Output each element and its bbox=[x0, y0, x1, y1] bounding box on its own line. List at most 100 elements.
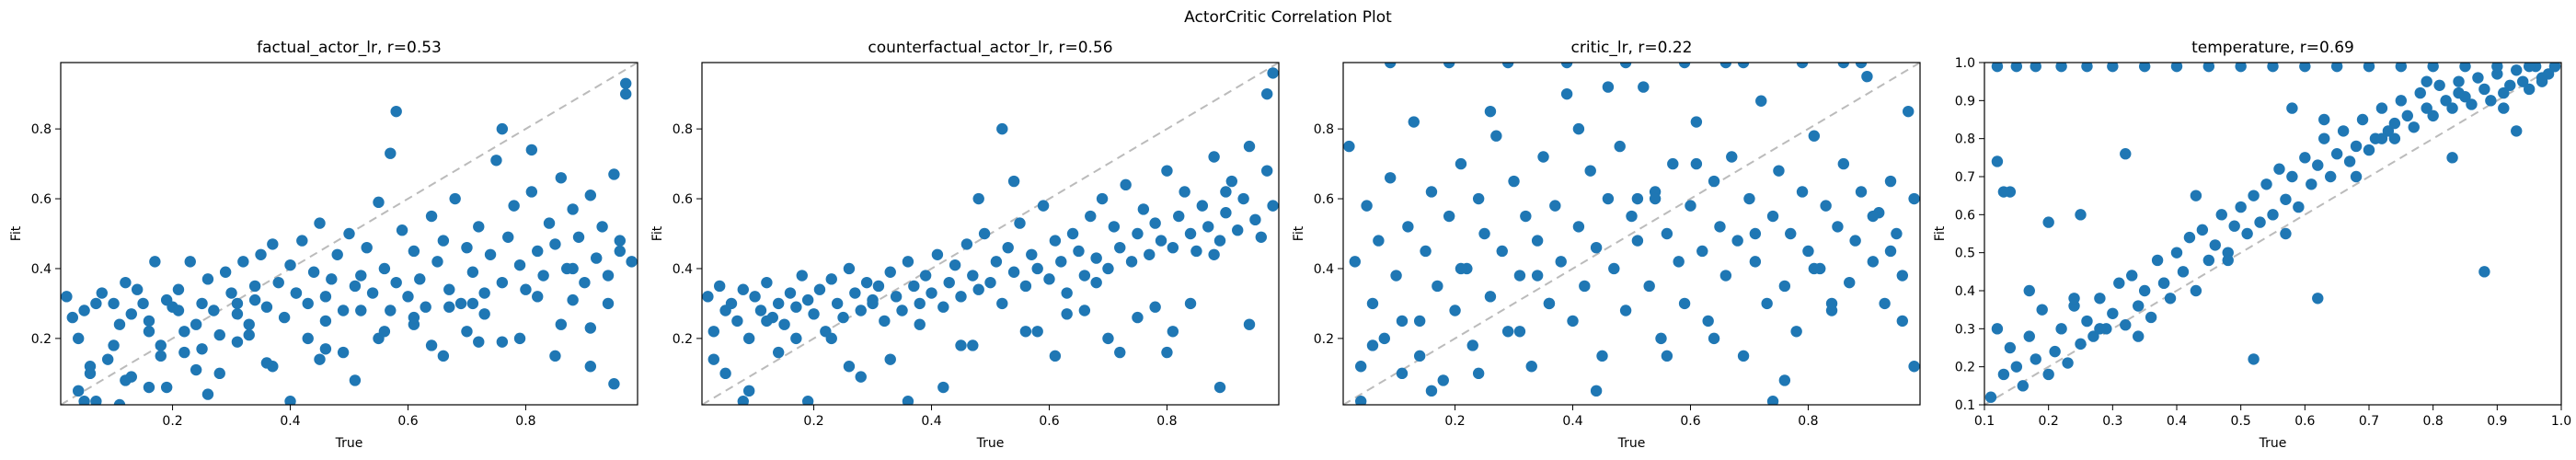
scatter-point bbox=[931, 248, 944, 260]
scatter-point bbox=[1455, 157, 1467, 170]
scatter-point bbox=[160, 381, 173, 394]
scatter-point bbox=[478, 287, 490, 299]
x-tick-label: 0.8 bbox=[2423, 414, 2444, 429]
axes-frame bbox=[701, 62, 1280, 406]
scatter-point bbox=[473, 336, 485, 348]
x-tick-label: 0.4 bbox=[280, 414, 300, 429]
scatter-point bbox=[2453, 75, 2465, 87]
scatter-point bbox=[1026, 248, 1038, 260]
x-axis-label: True bbox=[335, 436, 363, 451]
x-tick-label: 0.8 bbox=[515, 414, 535, 429]
scatter-point bbox=[1984, 391, 1997, 403]
scatter-point bbox=[1267, 200, 1279, 212]
scatter-point bbox=[2209, 239, 2221, 251]
scatter-point bbox=[2215, 209, 2227, 221]
scatter-point bbox=[1078, 305, 1091, 316]
scatter-point bbox=[1749, 227, 1762, 240]
scatter-point bbox=[2382, 125, 2395, 137]
scatter-point bbox=[707, 326, 719, 338]
scatter-point bbox=[2241, 227, 2253, 240]
scatter-point bbox=[243, 318, 255, 330]
scatter-point bbox=[2023, 330, 2035, 342]
scatter-point bbox=[1667, 157, 1679, 170]
scatter-point bbox=[461, 241, 473, 254]
scatter-point bbox=[2030, 353, 2041, 365]
scatter-point bbox=[137, 297, 149, 310]
scatter-point bbox=[702, 291, 714, 303]
scatter-point bbox=[1997, 368, 2010, 381]
scatter-point bbox=[1184, 227, 1197, 240]
scatter-point bbox=[1208, 248, 1220, 260]
scatter-point bbox=[1773, 165, 1785, 177]
scatter-point bbox=[1631, 192, 1644, 205]
scatter-point bbox=[155, 339, 167, 351]
scatter-point bbox=[2183, 231, 2196, 244]
x-tick-label: 0.9 bbox=[2487, 414, 2507, 429]
scatter-point bbox=[1037, 200, 1050, 212]
scatter-point bbox=[1090, 252, 1102, 264]
scatter-point bbox=[1420, 245, 1432, 258]
scatter-point bbox=[449, 192, 461, 205]
scatter-point bbox=[1560, 63, 1573, 69]
scatter-point bbox=[902, 396, 914, 405]
scatter-point bbox=[120, 276, 132, 289]
scatter-point bbox=[1567, 315, 1579, 328]
scatter-point bbox=[2055, 323, 2067, 335]
y-tick-label: 0.2 bbox=[1955, 361, 1975, 375]
scatter-point bbox=[1560, 87, 1573, 100]
scatter-point bbox=[1261, 87, 1273, 100]
scatter-point bbox=[496, 276, 509, 289]
scatter-point bbox=[2049, 345, 2061, 358]
scatter-point bbox=[2375, 132, 2388, 144]
scatter-point bbox=[572, 231, 585, 243]
scatter-point bbox=[1378, 332, 1390, 345]
scatter-point bbox=[319, 291, 332, 303]
scatter-point bbox=[1343, 140, 1355, 153]
scatter-point bbox=[855, 371, 867, 383]
scatter-point bbox=[2107, 63, 2119, 73]
scatter-point bbox=[1384, 63, 1397, 69]
scatter-point bbox=[1837, 157, 1850, 170]
y-tick-label: 0.2 bbox=[673, 332, 693, 347]
scatter-point bbox=[1643, 280, 1655, 293]
scatter-point bbox=[908, 280, 920, 293]
scatter-point bbox=[1384, 172, 1397, 184]
scatter-point bbox=[1443, 210, 1455, 223]
scatter-point bbox=[260, 357, 273, 369]
y-tick-label: 0.6 bbox=[31, 192, 52, 207]
scatter-point bbox=[84, 367, 97, 380]
scatter-point bbox=[2075, 338, 2087, 351]
scatter-points bbox=[1343, 63, 1920, 405]
scatter-points bbox=[1984, 63, 2561, 403]
figure-title: ActorCritic Correlation Plot bbox=[1184, 8, 1392, 27]
scatter-point bbox=[1673, 256, 1685, 268]
scatter-point bbox=[213, 367, 225, 380]
axes-frame bbox=[1342, 62, 1921, 406]
scatter-point bbox=[2286, 170, 2298, 183]
scatter-point bbox=[1555, 256, 1567, 268]
scatter-point bbox=[1102, 332, 1114, 345]
scatter-point bbox=[378, 262, 391, 275]
scatter-point bbox=[725, 297, 738, 310]
scatter-point bbox=[1661, 227, 1673, 240]
scatter-point bbox=[801, 293, 814, 306]
scatter-point bbox=[1997, 186, 2010, 198]
x-tick-label: 0.6 bbox=[2294, 414, 2315, 429]
scatter-point bbox=[513, 332, 526, 345]
scatter-point bbox=[190, 363, 202, 376]
scatter-point bbox=[1354, 396, 1367, 405]
scatter-point bbox=[1402, 221, 1414, 233]
scatter-point bbox=[1137, 203, 1150, 215]
scatter-point bbox=[2548, 63, 2561, 73]
scatter-point bbox=[373, 196, 385, 209]
scatter-point bbox=[61, 291, 73, 303]
scatter-point bbox=[437, 350, 450, 362]
x-tick-label: 0.2 bbox=[1444, 414, 1465, 429]
scatter-point bbox=[1761, 297, 1773, 310]
scatter-point bbox=[2120, 319, 2132, 331]
scatter-point bbox=[490, 155, 502, 167]
scatter-point bbox=[1638, 81, 1650, 93]
scatter-point bbox=[837, 311, 849, 324]
scatter-point bbox=[307, 266, 320, 278]
